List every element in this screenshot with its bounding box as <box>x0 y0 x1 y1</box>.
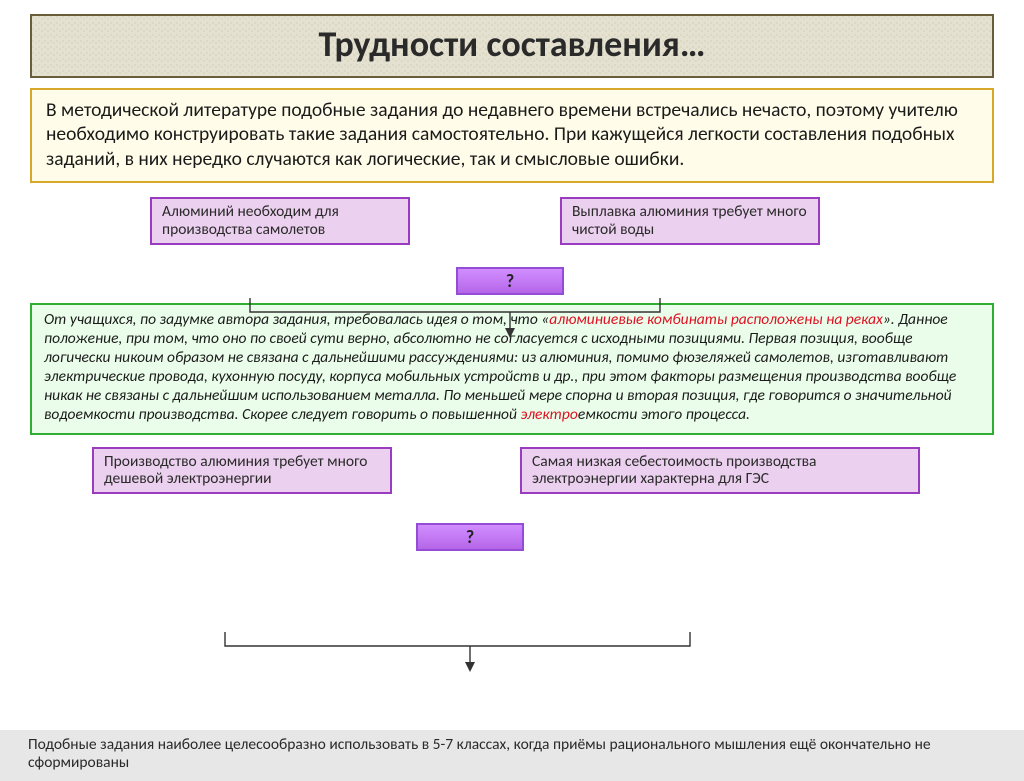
title-bar: Трудности составления… <box>30 14 994 78</box>
analysis-post: емкости этого процесса. <box>578 405 750 424</box>
flow2-right-box: Самая низкая себестоимость производства … <box>520 447 920 495</box>
q1-row: ? <box>30 247 994 281</box>
flow1-left-box: Алюминий необходим для производства само… <box>150 197 410 245</box>
flow2-row: Производство алюминия требует много деше… <box>30 441 994 497</box>
footer-note: Подобные задания наиболее целесообразно … <box>0 730 1024 781</box>
flow1-row: Алюминий необходим для производства само… <box>30 191 994 247</box>
flow1-arrows <box>30 292 994 344</box>
page-title: Трудности составления… <box>32 22 992 66</box>
flow2-question: ? <box>416 523 524 551</box>
q2-row: ? <box>30 497 994 535</box>
intro-box: В методической литературе подобные задан… <box>30 88 994 183</box>
flow2-arrows <box>30 626 994 678</box>
flow1-right-box: Выплавка алюминия требует много чистой в… <box>560 197 820 245</box>
flow2-left-box: Производство алюминия требует много деше… <box>92 447 392 495</box>
flow1-question: ? <box>456 267 564 295</box>
analysis-hl2: электро <box>520 405 577 424</box>
